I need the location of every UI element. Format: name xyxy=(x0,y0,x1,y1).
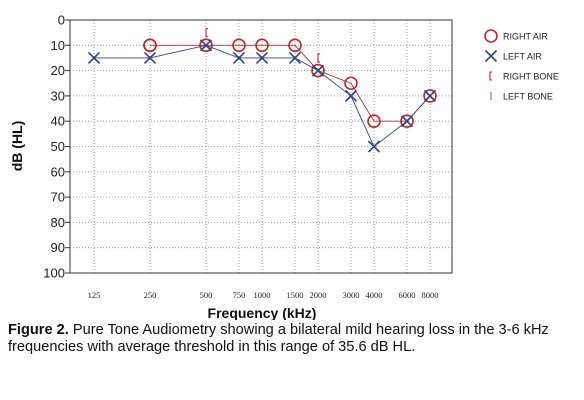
x-tick-label: 500 xyxy=(200,290,213,300)
legend-marker xyxy=(484,49,498,63)
data-point xyxy=(344,76,358,91)
data-point xyxy=(344,89,358,103)
x-tick-label: 4000 xyxy=(366,290,383,300)
y-tick-label: 30 xyxy=(51,88,65,103)
x-tick-label: 2000 xyxy=(310,290,327,300)
x-tick-label: 8000 xyxy=(422,290,439,300)
y-tick-label: 70 xyxy=(51,190,65,205)
grid-layer xyxy=(70,20,452,273)
x-marker-stroke xyxy=(255,51,269,65)
series-right-bone xyxy=(205,28,320,63)
y-tick-label: 50 xyxy=(51,139,65,154)
x-marker-stroke xyxy=(311,64,325,77)
figure-caption-text: Pure Tone Audiometry showing a bilateral… xyxy=(8,322,549,355)
x-tick-label: 1500 xyxy=(287,290,304,300)
x-marker-stroke xyxy=(143,51,157,65)
x-tick-label: 3000 xyxy=(343,290,360,300)
x-tick-label: 250 xyxy=(144,290,157,300)
x-marker-stroke xyxy=(484,49,498,63)
series-left-air xyxy=(87,39,437,153)
data-point xyxy=(232,38,246,53)
legend-item: LEFT AIR xyxy=(484,49,542,63)
data-point xyxy=(205,28,208,38)
legend: RIGHT AIR LEFT AIR RIGHT BONE LEFT BONE xyxy=(484,29,559,102)
x-tick-label: 125 xyxy=(88,290,101,300)
data-point xyxy=(311,63,325,78)
x-tick-label: 1000 xyxy=(254,290,271,300)
data-point xyxy=(400,115,414,128)
x-tick-label: 750 xyxy=(233,290,246,300)
data-point xyxy=(311,64,325,77)
y-tick-label: 80 xyxy=(51,215,65,230)
data-point xyxy=(143,51,157,65)
x-marker-stroke xyxy=(400,115,414,128)
data-point xyxy=(199,38,213,53)
legend-item: LEFT BONE xyxy=(490,92,553,102)
legend-marker xyxy=(489,71,492,81)
y-tick-label: 90 xyxy=(51,240,65,255)
series-right-air xyxy=(143,38,437,128)
data-point xyxy=(199,39,213,52)
y-axis-label: dB (HL) xyxy=(9,121,25,172)
data-point xyxy=(317,53,320,63)
y-tick-label: 0 xyxy=(58,13,65,28)
x-marker-stroke xyxy=(423,89,437,103)
x-marker-stroke xyxy=(367,140,381,153)
data-point xyxy=(367,140,381,153)
y-tick-label: 60 xyxy=(51,164,65,179)
y-tick-label: 40 xyxy=(51,114,65,129)
legend-marker xyxy=(484,29,498,43)
y-tick-label: 10 xyxy=(51,38,65,53)
series-layer xyxy=(87,28,437,153)
data-point xyxy=(288,51,302,65)
legend-label: RIGHT AIR xyxy=(503,32,548,42)
figure-caption-lead: Figure 2. xyxy=(8,322,69,338)
data-point xyxy=(255,51,269,65)
legend-item: RIGHT AIR xyxy=(484,29,548,43)
data-point xyxy=(87,51,101,65)
data-point xyxy=(367,114,381,128)
legend-label: LEFT AIR xyxy=(503,52,542,62)
x-marker-stroke xyxy=(232,51,246,65)
data-point xyxy=(288,38,302,53)
axes-layer: 0 10 20 30 40 50 60 70 80 90 100 125 250 500 750 1000 15… xyxy=(43,13,453,300)
audiogram-chart: 0 10 20 30 40 50 60 70 80 90 100 125 250 500 750 1000 15… xyxy=(9,13,559,321)
series-line xyxy=(150,44,431,122)
legend-item: RIGHT BONE xyxy=(489,71,559,82)
data-point xyxy=(400,114,414,128)
data-point xyxy=(423,89,437,103)
data-point xyxy=(143,38,157,53)
x-tick-label: 6000 xyxy=(399,290,416,300)
y-tick-label: 100 xyxy=(43,266,65,281)
legend-label: RIGHT BONE xyxy=(503,72,559,82)
data-point xyxy=(255,38,269,53)
legend-label: LEFT BONE xyxy=(503,92,553,102)
x-marker-stroke xyxy=(344,89,358,103)
y-tick-label: 20 xyxy=(51,63,65,78)
x-axis-label: Frequency (kHz) xyxy=(208,305,317,320)
x-marker-stroke xyxy=(199,39,213,52)
data-point xyxy=(232,51,246,65)
x-marker-stroke xyxy=(288,51,302,65)
figure-caption: Figure 2. Pure Tone Audiometry showing a… xyxy=(8,322,570,356)
x-marker-stroke xyxy=(87,51,101,65)
data-point xyxy=(423,89,437,103)
